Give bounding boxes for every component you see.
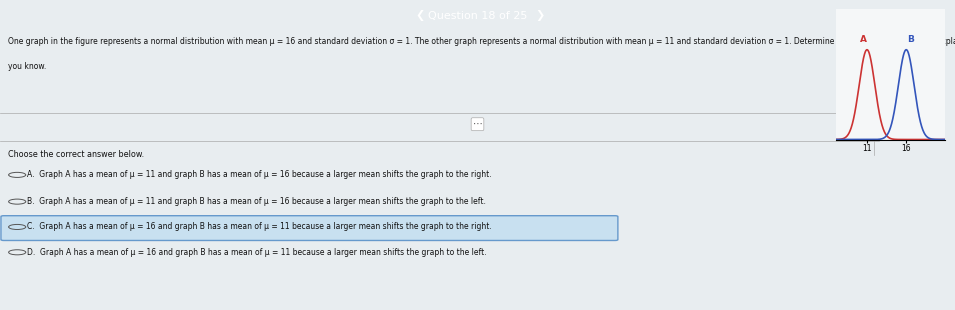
Text: A: A bbox=[860, 35, 866, 44]
Text: ❮: ❮ bbox=[415, 10, 425, 21]
Text: B.  Graph A has a mean of μ = 11 and graph B has a mean of μ = 16 because a larg: B. Graph A has a mean of μ = 11 and grap… bbox=[27, 197, 485, 206]
Text: ❯: ❯ bbox=[535, 10, 544, 21]
Text: ⋯: ⋯ bbox=[473, 119, 482, 129]
Text: Question 18 of 25: Question 18 of 25 bbox=[428, 11, 527, 21]
Text: One graph in the figure represents a normal distribution with mean μ = 16 and st: One graph in the figure represents a nor… bbox=[8, 37, 955, 46]
Text: D.  Graph A has a mean of μ = 16 and graph B has a mean of μ = 11 because a larg: D. Graph A has a mean of μ = 16 and grap… bbox=[27, 248, 486, 257]
FancyBboxPatch shape bbox=[1, 216, 618, 241]
Text: Choose the correct answer below.: Choose the correct answer below. bbox=[8, 149, 144, 158]
Text: A.  Graph A has a mean of μ = 11 and graph B has a mean of μ = 16 because a larg: A. Graph A has a mean of μ = 11 and grap… bbox=[27, 170, 492, 179]
Text: you know.: you know. bbox=[8, 62, 46, 71]
Text: C.  Graph A has a mean of μ = 16 and graph B has a mean of μ = 11 because a larg: C. Graph A has a mean of μ = 16 and grap… bbox=[27, 223, 492, 232]
Text: B: B bbox=[906, 35, 914, 44]
